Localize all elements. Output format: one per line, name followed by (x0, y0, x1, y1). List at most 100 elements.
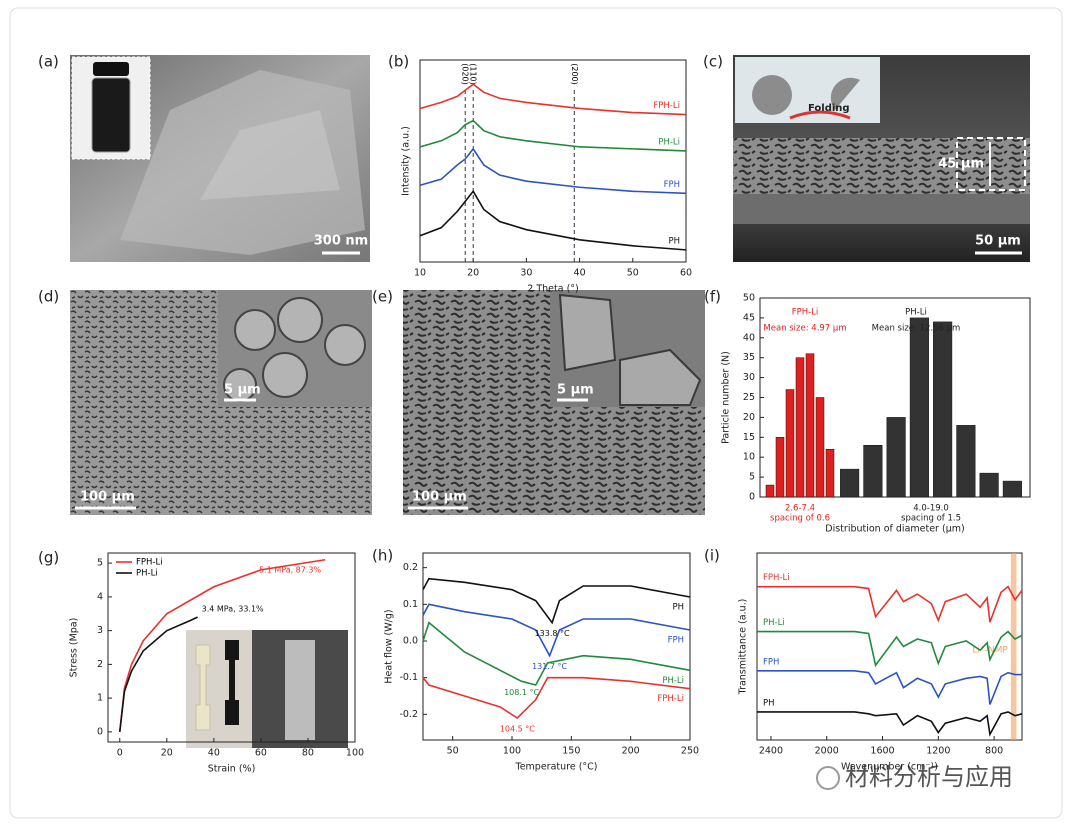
series-line (757, 585, 1023, 623)
series-label: FPH-Li (792, 308, 819, 318)
y-tick-label: 4 (97, 591, 103, 602)
annotation: 133.8 °C (535, 629, 570, 638)
bar (1002, 480, 1022, 498)
x-tick-label: 60 (255, 748, 267, 759)
bar (825, 448, 835, 498)
thickness-box (956, 137, 1026, 191)
grain (324, 324, 366, 366)
series-label: FPH-Li (653, 101, 680, 111)
series-line (757, 670, 1022, 705)
y-tick-label: 0.0 (403, 636, 418, 647)
series-line (118, 558, 326, 732)
bar (840, 468, 860, 498)
y-tick-label: 3 (97, 625, 103, 636)
legend-label: FPH-Li (136, 558, 163, 568)
film-cross-section (733, 138, 1030, 194)
series-label: FPH (668, 636, 684, 646)
vial (91, 77, 131, 153)
bar (765, 484, 775, 498)
bar (795, 357, 805, 498)
annotation: 131.7 °C (532, 662, 567, 671)
panel-label: (f) (704, 288, 721, 306)
marker-label: (020) (461, 63, 470, 85)
y-tick-label: 25 (743, 392, 755, 403)
y-axis-label: Intensity (a.u.) (401, 126, 412, 196)
series-label: PH-Li (658, 137, 680, 147)
y-axis-label: Stress (Mpa) (69, 618, 80, 678)
series-label: PH (763, 698, 775, 708)
grain (558, 293, 617, 372)
band-label: Li⁺-NMP (972, 646, 1008, 656)
y-tick-label: 0 (97, 726, 103, 737)
panel-label: (a) (38, 53, 59, 71)
series-label: PH (672, 603, 684, 613)
specimen (225, 640, 239, 725)
x-tick-label: 80 (302, 748, 314, 759)
annotation: 104.5 °C (500, 725, 535, 734)
series-line (422, 676, 691, 720)
panel-label: (e) (372, 288, 393, 306)
bar (933, 321, 953, 498)
marker-label: (200) (570, 63, 579, 85)
thickness-label: 45 μm (938, 157, 984, 172)
x-tick-label: 60 (680, 268, 692, 279)
highlight-band (1010, 553, 1017, 740)
legend-label: PH-Li (136, 569, 158, 579)
x-axis-label: Distribution of diameter (μm) (825, 524, 964, 535)
bar (775, 437, 785, 498)
bar (815, 397, 825, 498)
scale-label: 100 μm (412, 490, 467, 505)
x-tick-label: 50 (627, 268, 639, 279)
bar (863, 445, 883, 498)
y-tick-label: 30 (743, 372, 755, 383)
range-label: 4.0-19.0 (913, 504, 949, 514)
grain (277, 297, 323, 343)
inset-label: Folding (808, 103, 850, 114)
series-line (419, 83, 687, 116)
y-tick-label: 2 (97, 659, 103, 670)
bar (886, 417, 906, 498)
mean-label: Mean size: 12.56 μm (872, 324, 961, 334)
y-axis-label: Particle number (N) (721, 351, 732, 444)
mean-label: Mean size: 4.97 μm (763, 324, 846, 334)
series-line (419, 119, 687, 152)
x-tick-label: 800 (985, 746, 1003, 757)
panel-label: (h) (372, 547, 393, 565)
panel-label: (g) (38, 549, 59, 567)
y-tick-label: 20 (743, 412, 755, 423)
clamp (285, 640, 315, 740)
series-line (419, 147, 687, 195)
panel-label: (c) (703, 53, 723, 71)
series-label: FPH (664, 180, 680, 190)
bar (979, 472, 999, 498)
series-label: PH-Li (662, 676, 684, 686)
bar (909, 317, 929, 498)
y-tick-label: 5 (97, 558, 103, 569)
bar (805, 353, 815, 498)
x-axis-label: Wavenumber (cm⁻¹) (841, 762, 938, 773)
panel-label: (i) (704, 547, 720, 565)
plot-frame (419, 59, 687, 263)
x-axis-label: Temperature (°C) (515, 762, 598, 773)
x-tick-label: 1200 (926, 746, 950, 757)
flake (200, 110, 340, 200)
x-tick-label: 1600 (870, 746, 894, 757)
scale-label: 5 μm (224, 383, 261, 398)
series-line (757, 711, 1023, 737)
x-axis-label: Strain (%) (208, 764, 256, 775)
y-tick-label: -0.2 (399, 709, 418, 720)
series-line (422, 603, 691, 658)
plot-frame (107, 552, 356, 743)
y-tick-label: 10 (743, 452, 755, 463)
grains (558, 293, 702, 406)
series-line (422, 621, 691, 686)
folded-disk (830, 77, 860, 110)
x-tick-label: 100 (503, 746, 521, 757)
y-tick-label: 50 (743, 293, 755, 304)
x-axis-label: 2 Theta (°) (527, 284, 578, 295)
y-tick-label: 35 (743, 352, 755, 363)
x-tick-label: 150 (562, 746, 580, 757)
fold-arrow (789, 110, 851, 120)
